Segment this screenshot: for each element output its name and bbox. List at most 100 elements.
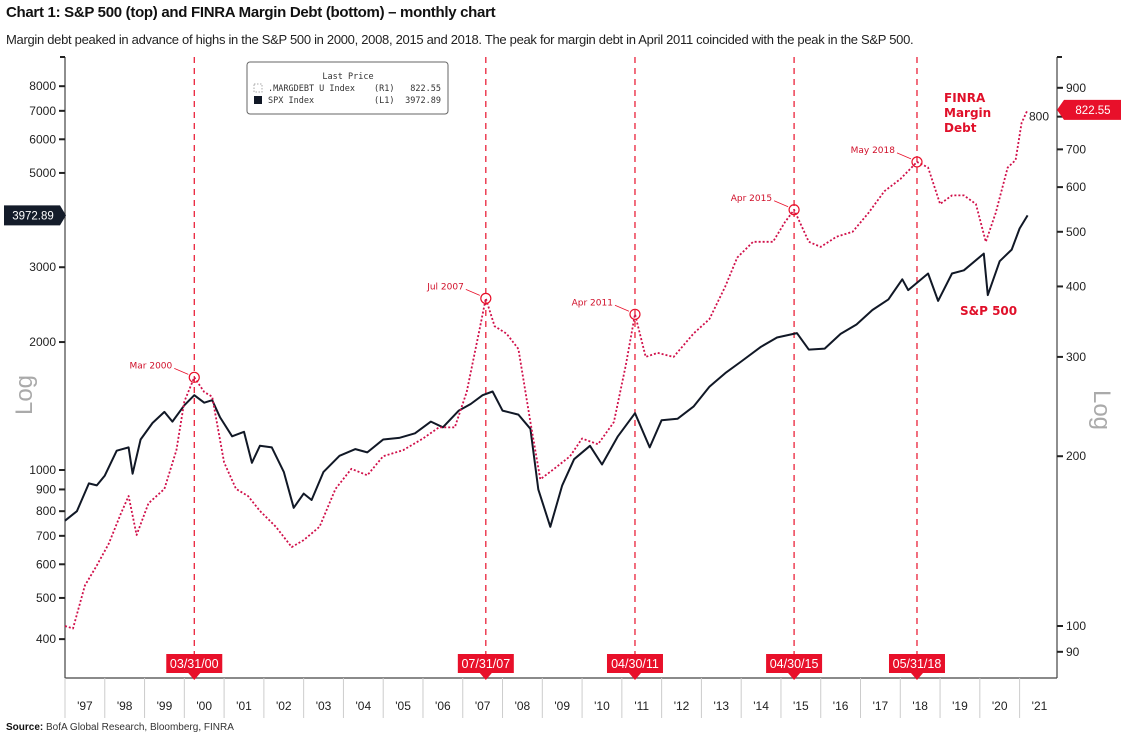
left-tick-label: 800: [36, 504, 56, 518]
left-tick-label: 5000: [29, 166, 56, 180]
x-tick-label: '13: [713, 699, 729, 713]
left-tick-label: 500: [36, 591, 56, 605]
x-tick-label: '21: [1032, 699, 1048, 713]
x-tick-label: '10: [594, 699, 610, 713]
peak-leader: [614, 304, 630, 312]
x-tick-label: '98: [117, 699, 133, 713]
x-tick-label: '16: [833, 699, 849, 713]
right-tick-label: 300: [1066, 350, 1086, 364]
left-axis-title: Log: [11, 375, 38, 415]
date-tag-label: 04/30/11: [611, 657, 659, 671]
margin-debt-series-label: Margin: [944, 106, 991, 120]
date-tag-box: [888, 654, 945, 673]
legend-box: [246, 61, 449, 115]
x-tick-label: '12: [674, 699, 690, 713]
peak-leader: [465, 288, 480, 296]
right-axis-title: Log: [1088, 390, 1115, 430]
x-tick-label: '04: [355, 699, 371, 713]
spx-flag-label: 3972.89: [12, 210, 54, 222]
date-tag-label: 05/31/18: [893, 657, 942, 671]
legend-entry-axis: (R1): [374, 84, 394, 94]
date-tag-box: [457, 654, 514, 673]
margin-flag-label: 822.55: [1075, 105, 1110, 117]
date-tag: 03/31/00: [166, 654, 223, 680]
peak-leader: [773, 200, 789, 208]
spx-last-value-flag: 3972.89: [4, 205, 66, 226]
right-tick-label: 900: [1066, 81, 1086, 95]
right-tick-label: 90: [1066, 645, 1080, 659]
peak-marker: [188, 371, 200, 383]
date-tag: 07/31/07: [457, 654, 514, 680]
x-tick-label: '06: [435, 699, 451, 713]
peak-annotation: May 2018: [851, 146, 896, 156]
date-tag: 04/30/11: [606, 654, 663, 680]
date-tag-box: [166, 654, 223, 673]
x-tick-label: '07: [475, 699, 491, 713]
x-tick-label: '15: [793, 699, 809, 713]
x-tick-label: '17: [873, 699, 889, 713]
left-tick-label: 8000: [29, 79, 56, 93]
right-tick-label: 500: [1066, 225, 1086, 239]
peak-marker: [911, 156, 923, 168]
legend-header: Last Price: [322, 72, 373, 82]
x-tick-label: '99: [157, 699, 173, 713]
date-tag-pointer: [910, 673, 923, 680]
margin-flag-shape: [1057, 99, 1121, 120]
legend-entry-name: SPX Index: [268, 96, 314, 106]
date-tag-label: 04/30/15: [770, 657, 819, 671]
date-tag-label: 03/31/00: [170, 657, 219, 671]
legend-entry-value: 822.55: [410, 84, 441, 94]
legend-entry-name: .MARGDEBT U Index: [268, 84, 355, 94]
peak-leader: [896, 152, 912, 160]
left-tick-label: 1000: [29, 463, 56, 477]
right-tick-label: 600: [1066, 180, 1086, 194]
left-tick-label: 400: [36, 632, 56, 646]
date-tag-label: 07/31/07: [461, 657, 510, 671]
date-tag: 04/30/15: [766, 654, 823, 680]
source-note: Source: BofA Global Research, Bloomberg,…: [6, 722, 234, 733]
x-tick-label: '20: [992, 699, 1008, 713]
peak-marker: [788, 204, 800, 216]
peak-annotation: Mar 2000: [130, 361, 173, 371]
left-tick-label: 700: [36, 529, 56, 543]
date-tag-pointer: [188, 673, 201, 680]
date-tag-pointer: [788, 673, 801, 680]
x-tick-label: '01: [236, 699, 252, 713]
chart-subtitle: Margin debt peaked in advance of highs i…: [6, 32, 914, 47]
x-tick-label: '18: [912, 699, 928, 713]
spx-flag-shape: [4, 205, 66, 226]
margin-debt-line: [64, 109, 1029, 630]
x-tick-label: '02: [276, 699, 292, 713]
chart-title: Chart 1: S&P 500 (top) and FINRA Margin …: [6, 4, 496, 21]
legend: Last Price .MARGDEBT U Index (R1) 822.55 SPX…: [246, 61, 449, 115]
date-tag-pointer: [628, 673, 641, 680]
left-tick-label: 600: [36, 557, 56, 571]
date-tag-box: [766, 654, 823, 673]
x-tick-label: '03: [316, 699, 332, 713]
left-tick-label: 900: [36, 482, 56, 496]
left-tick-label: 3000: [29, 260, 56, 274]
legend-entry-axis: (L1): [374, 96, 394, 106]
x-tick-label: '00: [196, 699, 212, 713]
peak-marker: [629, 308, 641, 320]
x-tick-label: '09: [554, 699, 570, 713]
peak-marker: [480, 292, 492, 304]
right-tick-label: 800: [1029, 110, 1049, 124]
left-tick-label: 2000: [29, 335, 56, 349]
margin-last-value-flag: 822.55: [1057, 99, 1121, 120]
x-tick-label: '05: [395, 699, 411, 713]
x-tick-label: '08: [515, 699, 531, 713]
x-tick-label: '97: [77, 699, 93, 713]
left-tick-label: 7000: [29, 104, 56, 118]
spx-series-label: S&P 500: [960, 304, 1017, 318]
source-text: BofA Global Research, Bloomberg, FINRA: [46, 722, 234, 733]
date-tag: 05/31/18: [888, 654, 945, 680]
peak-annotation: Apr 2015: [731, 194, 772, 204]
source-label: Source:: [6, 722, 44, 733]
x-tick-label: '19: [952, 699, 968, 713]
legend-swatch: [253, 83, 263, 93]
x-tick-label: '11: [634, 699, 649, 713]
margin-debt-series-label: FINRA: [944, 91, 986, 105]
x-tick-label: '14: [753, 699, 769, 713]
